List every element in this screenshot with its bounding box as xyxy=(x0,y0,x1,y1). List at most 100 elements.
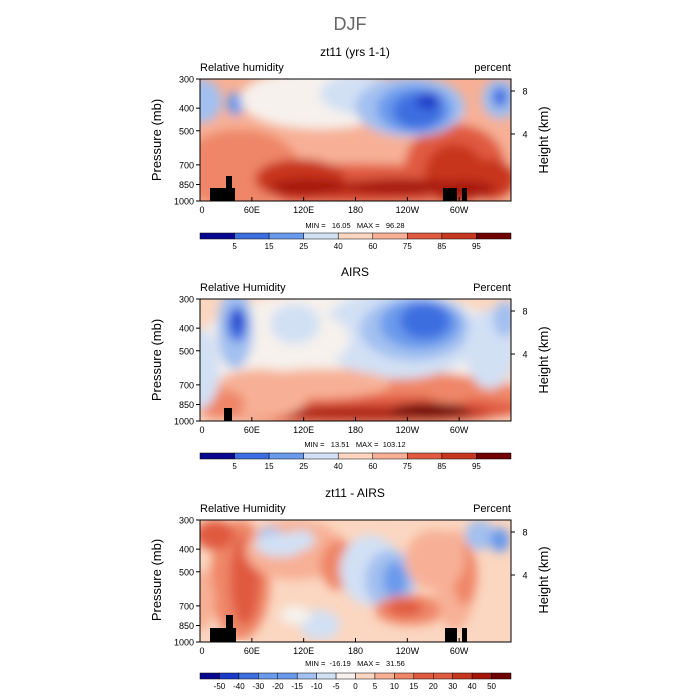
x-tick-label: 60E xyxy=(244,205,260,215)
colorbar-label: 5 xyxy=(232,462,237,471)
field-region xyxy=(240,84,320,114)
colorbar-segment xyxy=(372,232,408,240)
colorbar-label: 25 xyxy=(299,462,308,471)
field-region xyxy=(270,179,350,195)
colorbar-label: 95 xyxy=(472,462,481,471)
colorbar-segment xyxy=(238,672,259,680)
colorbar-label: -10 xyxy=(311,682,323,691)
field-contours xyxy=(200,299,511,421)
panel-3-x-ticks: 0 60E 120E 180 120W 60W xyxy=(199,638,469,656)
colorbar-segment xyxy=(258,672,278,680)
colorbar-label: 60 xyxy=(368,462,377,471)
y-tick-label: 850 xyxy=(179,621,194,631)
y-tick-label: 1000 xyxy=(174,638,194,648)
colorbar-segment xyxy=(374,672,395,680)
colorbar-label: -40 xyxy=(233,682,245,691)
colorbar-segment xyxy=(407,232,443,240)
colorbar-label: 40 xyxy=(334,242,343,251)
field-region xyxy=(493,301,511,337)
field-contours xyxy=(200,79,511,201)
colorbar-segment xyxy=(413,672,434,680)
colorbar-label: 40 xyxy=(334,462,343,471)
colorbar-segment xyxy=(316,672,337,680)
colorbar-label: 85 xyxy=(437,462,446,471)
field-region xyxy=(300,610,340,640)
panel-2-stats: MIN = 13.51 MAX = 103.12 xyxy=(304,440,405,449)
colorbar-label: -15 xyxy=(291,682,303,691)
colorbar-segment xyxy=(441,452,477,460)
x-tick-label: 120E xyxy=(293,646,314,656)
field-region xyxy=(416,93,440,109)
colorbar-label: 95 xyxy=(472,242,481,251)
field-region xyxy=(425,374,475,404)
panel-2-right-label: Percent xyxy=(473,282,511,294)
colorbar-label: 15 xyxy=(265,242,274,251)
y-tick-label: 1000 xyxy=(174,197,194,207)
colorbar-segment xyxy=(303,452,339,460)
panel-2-y2-label: Height (km) xyxy=(536,326,551,393)
y2-tick-label: 4 xyxy=(522,571,527,581)
panel-1-terrain xyxy=(210,176,467,201)
panel-1-right-label: percent xyxy=(474,62,511,74)
panel-1-y2-label: Height (km) xyxy=(536,106,551,173)
panel-2-field xyxy=(200,299,511,421)
colorbar-segment xyxy=(199,672,220,680)
colorbar-label: 25 xyxy=(299,242,308,251)
x-tick-label: 60E xyxy=(244,646,260,656)
colorbar-segment xyxy=(407,452,443,460)
colorbar-label: 15 xyxy=(409,682,418,691)
colorbar-segment xyxy=(337,452,374,460)
colorbar-label: 5 xyxy=(373,682,378,691)
y-tick-label: 700 xyxy=(179,601,194,611)
y-tick-label: 850 xyxy=(179,400,194,410)
x-tick-label: 120E xyxy=(293,205,314,215)
x-tick-label: 180 xyxy=(348,205,363,215)
panel-1-field xyxy=(200,79,511,201)
x-tick-label: 120W xyxy=(396,205,420,215)
x-tick-label: 0 xyxy=(199,425,204,435)
colorbar-label: 85 xyxy=(437,242,446,251)
panel-1-x-ticks: 0 60E 120E 180 120W 60W xyxy=(199,197,469,215)
panel-1-left-label: Relative humidity xyxy=(200,62,284,74)
y-tick-label: 300 xyxy=(179,295,194,305)
figure-title: DJF xyxy=(334,14,367,34)
y-tick-label: 500 xyxy=(179,567,194,577)
panel-2-y-label: Pressure (mb) xyxy=(149,319,164,401)
y-tick-label: 700 xyxy=(179,380,194,390)
colorbar-segment xyxy=(303,232,339,240)
panel-1: zt11 (yrs 1-1) Relative humidity percent… xyxy=(149,45,551,251)
panel-2: AIRS Relative Humidity Percent 300400500… xyxy=(149,265,551,471)
y-tick-label: 500 xyxy=(179,126,194,136)
colorbar-label: -30 xyxy=(253,682,265,691)
colorbar-segment xyxy=(268,232,304,240)
colorbar-segment xyxy=(476,452,512,460)
panel-2-terrain xyxy=(224,408,232,421)
panel-2-left-label: Relative Humidity xyxy=(200,282,286,294)
field-region xyxy=(490,528,510,552)
panel-3-left-label: Relative Humidity xyxy=(200,503,286,515)
y-tick-label: 400 xyxy=(179,104,194,114)
y-tick-label: 400 xyxy=(179,324,194,334)
colorbar-segment xyxy=(491,672,512,680)
colorbar-segment xyxy=(452,672,473,680)
colorbar-segment xyxy=(394,672,415,680)
panel-3-title: zt11 - AIRS xyxy=(325,486,385,500)
panel-1-colorbar: 5 15 25 40 60 75 85 95 xyxy=(199,232,512,251)
y-tick-label: 300 xyxy=(179,75,194,85)
panel-3-stats: MIN = -16.19 MAX = 31.56 xyxy=(305,659,405,668)
y-tick-label: 1000 xyxy=(174,417,194,427)
colorbar-label: 60 xyxy=(368,242,377,251)
field-region xyxy=(200,329,220,409)
x-tick-label: 120W xyxy=(396,425,420,435)
colorbar-label: 10 xyxy=(390,682,399,691)
field-region xyxy=(280,605,310,625)
field-region xyxy=(200,520,235,550)
field-contours xyxy=(200,520,510,640)
panel-2-y-ticks: 300 400 500 700 850 1000 xyxy=(174,295,200,427)
y2-tick-label: 4 xyxy=(522,130,527,140)
y2-tick-label: 8 xyxy=(522,528,527,538)
colorbar-label: 30 xyxy=(448,682,457,691)
field-region xyxy=(390,403,470,419)
panel-2-x-ticks: 0 60E 120E 180 120W 60W xyxy=(199,417,469,435)
